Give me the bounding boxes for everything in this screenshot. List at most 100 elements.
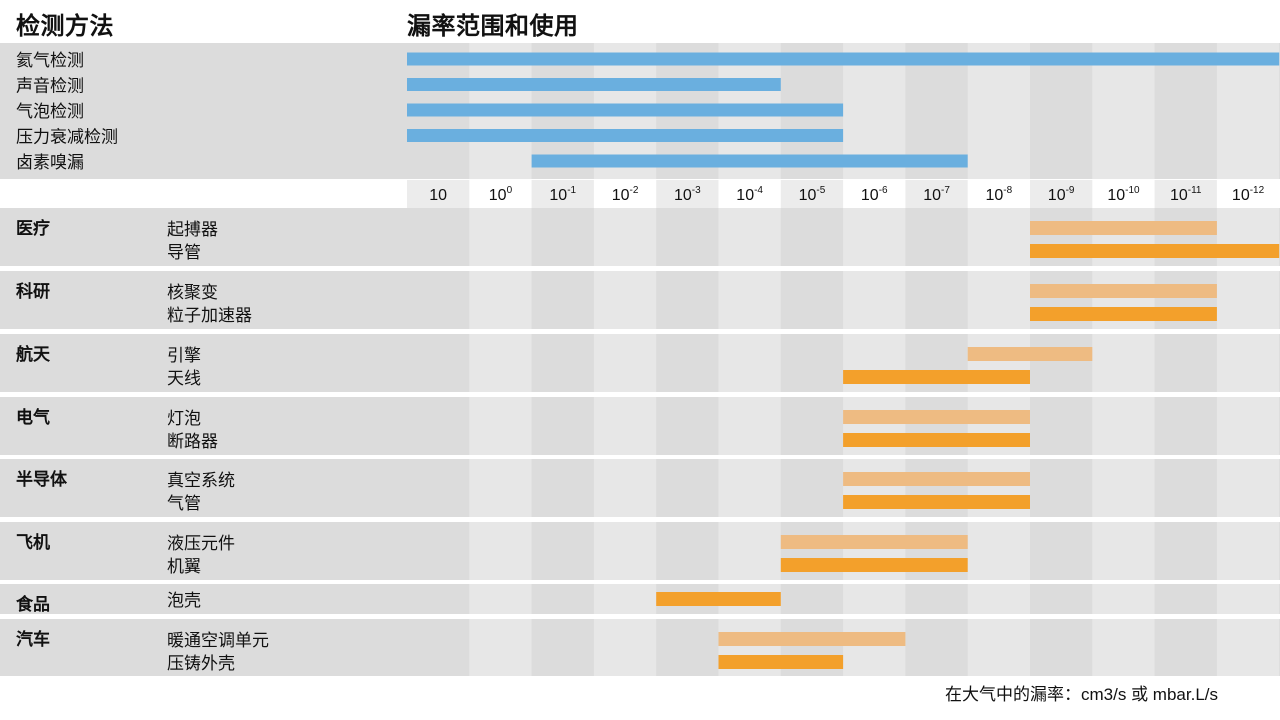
- grid-column: [1092, 397, 1155, 455]
- x-tick-label: 10-5: [799, 185, 826, 204]
- application-bar: [1030, 221, 1217, 235]
- application-label: 天线: [167, 369, 201, 388]
- grid-column: [1216, 43, 1280, 179]
- grid-column: [843, 619, 906, 676]
- grid-column: [1092, 43, 1155, 179]
- grid-column: [1092, 334, 1155, 392]
- method-bar: [407, 103, 844, 117]
- grid-column: [718, 397, 781, 455]
- industry-label: 食品: [16, 594, 50, 614]
- application-bar: [1030, 244, 1280, 258]
- grid-column: [1216, 522, 1280, 580]
- grid-column: [593, 334, 657, 392]
- grid-column: [1092, 584, 1155, 614]
- industry-label: 航天: [16, 344, 51, 364]
- footnote: 在大气中的漏率：cm3/s 或 mbar.L/s: [945, 685, 1218, 704]
- grid-column: [718, 208, 781, 266]
- application-label: 泡壳: [167, 591, 201, 610]
- axis-cell: [905, 180, 968, 208]
- x-tick-label: 10-2: [612, 185, 639, 204]
- application-label: 灯泡: [167, 409, 201, 428]
- grid-column: [843, 208, 906, 266]
- grid-column: [593, 271, 657, 329]
- application-label: 气管: [167, 494, 201, 513]
- x-tick-label: 10-9: [1048, 185, 1075, 204]
- axis-cell: [780, 180, 844, 208]
- grid-column: [1092, 522, 1155, 580]
- application-label: 粒子加速器: [167, 306, 252, 325]
- application-bar: [718, 632, 906, 646]
- grid-column: [469, 397, 532, 455]
- grid-column: [718, 459, 781, 517]
- grid-column: [967, 522, 1030, 580]
- application-bar: [1030, 307, 1217, 321]
- axis-cell: [1030, 180, 1093, 208]
- grid-column: [469, 334, 532, 392]
- grid-column: [1216, 619, 1280, 676]
- grid-column: [718, 334, 781, 392]
- application-label: 引擎: [167, 346, 201, 365]
- method-label: 卤素嗅漏: [16, 153, 84, 172]
- x-tick-label: 10: [429, 187, 447, 204]
- application-bar: [843, 472, 1030, 486]
- grid-column: [718, 271, 781, 329]
- industry-label: 科研: [16, 281, 50, 301]
- grid-column: [593, 619, 657, 676]
- method-label: 压力衰减检测: [16, 128, 118, 147]
- grid-column: [469, 459, 532, 517]
- grid-column: [1216, 459, 1280, 517]
- application-label: 液压元件: [167, 534, 235, 553]
- application-label: 暖通空调单元: [167, 631, 269, 650]
- application-bar: [718, 655, 844, 669]
- grid-column: [593, 584, 657, 614]
- application-label: 起搏器: [167, 220, 218, 239]
- grid-column: [1216, 584, 1280, 614]
- x-tick-label: 10-7: [923, 185, 950, 204]
- grid-column: [1216, 397, 1280, 455]
- method-bar: [407, 78, 781, 91]
- application-label: 机翼: [167, 557, 201, 576]
- grid-column: [593, 208, 657, 266]
- grid-column: [967, 208, 1030, 266]
- application-label: 核聚变: [167, 283, 218, 302]
- x-tick-label: 10-10: [1107, 185, 1140, 204]
- x-tick-label: 10-1: [549, 185, 576, 204]
- application-bar: [843, 370, 1030, 384]
- grid-column: [469, 522, 532, 580]
- x-tick-label: 10-11: [1170, 185, 1202, 204]
- industry-label: 电气: [16, 407, 50, 427]
- method-label: 声音检测: [16, 77, 84, 96]
- grid-column: [967, 43, 1030, 179]
- x-tick-label: 10-3: [674, 185, 701, 204]
- axis-cell: [656, 180, 719, 208]
- grid-column: [593, 397, 657, 455]
- method-label: 氦气检测: [16, 51, 84, 70]
- method-label: 气泡检测: [16, 102, 84, 121]
- x-tick-label: 10-8: [985, 185, 1012, 204]
- grid-column: [469, 584, 532, 614]
- x-tick-label: 10-12: [1232, 185, 1265, 204]
- x-tick-label: 10-6: [861, 185, 888, 204]
- grid-column: [1092, 459, 1155, 517]
- industry-label: 汽车: [16, 629, 50, 649]
- axis-cell: [531, 180, 594, 208]
- grid-column: [967, 619, 1030, 676]
- application-bar: [843, 433, 1030, 447]
- industry-label: 半导体: [16, 469, 68, 489]
- application-bar: [656, 592, 781, 606]
- application-label: 导管: [167, 243, 201, 262]
- range-title: 漏率范围和使用: [407, 13, 579, 40]
- axis-cell: [407, 180, 470, 208]
- grid-column: [593, 522, 657, 580]
- grid-column: [469, 619, 532, 676]
- application-label: 真空系统: [167, 471, 235, 490]
- x-tick-label: 100: [489, 185, 513, 204]
- application-bar: [967, 347, 1093, 361]
- methods-title: 检测方法: [16, 13, 114, 40]
- axis-cell: [1154, 180, 1217, 208]
- grid-column: [1092, 619, 1155, 676]
- method-bar: [531, 154, 968, 168]
- grid-column: [1216, 334, 1280, 392]
- application-label: 断路器: [167, 432, 218, 451]
